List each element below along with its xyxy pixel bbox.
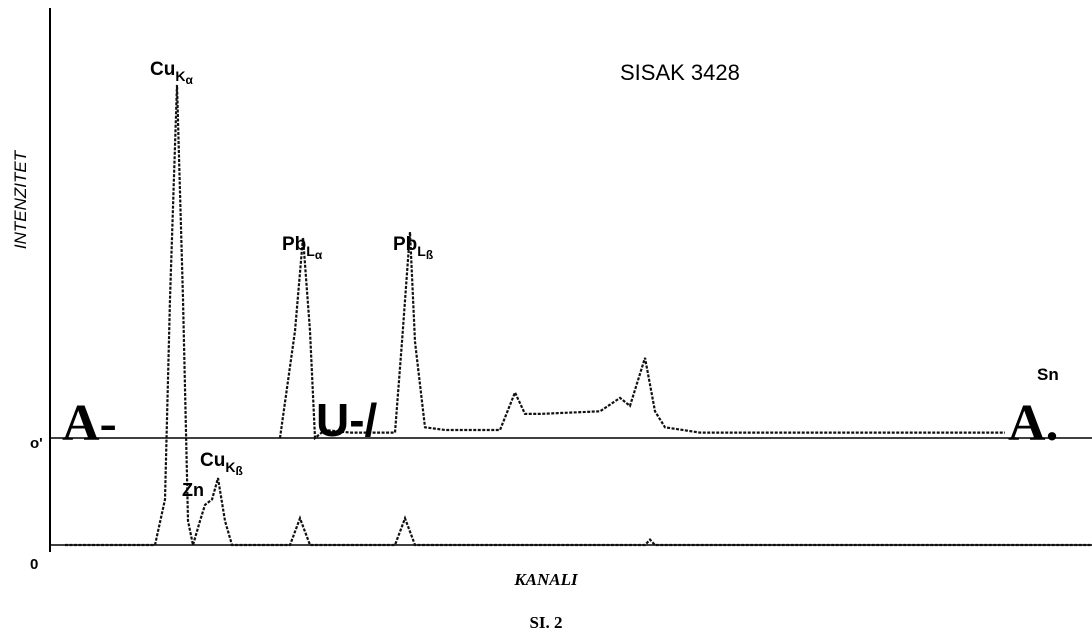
chart-title: SISAK 3428 — [620, 60, 740, 85]
annotation: A. — [1008, 395, 1059, 452]
annotation-text: Sn — [1037, 365, 1059, 384]
annotation-text: Cu — [150, 59, 175, 80]
annotation-text: U-/ — [316, 394, 378, 446]
y-tick-label: o' — [30, 435, 43, 452]
annotation: A- — [62, 395, 117, 452]
annotation: Sn — [1037, 365, 1059, 384]
spectrum-line — [278, 231, 1005, 441]
annotation-text: Pb — [393, 234, 417, 255]
annotation: CuKα — [150, 59, 193, 87]
annotation-text: A- — [62, 395, 117, 452]
annotation-subsub: ß — [426, 248, 433, 262]
spectrum-line — [65, 84, 1092, 547]
annotation-sub: L — [417, 243, 426, 259]
annotation-subsub: ß — [235, 464, 242, 478]
annotation-sub: L — [306, 243, 315, 259]
annotation: PbLß — [393, 234, 433, 262]
annotation-text: Zn — [182, 480, 204, 500]
x-axis-label: KANALI — [513, 570, 579, 589]
y-axis-label: INTENZITET — [11, 149, 30, 249]
annotation-text: Cu — [200, 450, 225, 471]
annotation-text: Pb — [282, 234, 306, 255]
y-tick-label: 0 — [30, 556, 38, 573]
annotation-sub: K — [225, 459, 235, 475]
caption: SI. 2 — [529, 613, 562, 632]
annotation-subsub: α — [185, 73, 193, 87]
annotation: PbLα — [282, 234, 323, 262]
annotation-text: A. — [1008, 395, 1059, 452]
annotation-sub: K — [175, 68, 185, 84]
annotation: U-/ — [316, 394, 378, 446]
annotation-subsub: α — [315, 248, 323, 262]
annotation: Zn — [182, 480, 204, 500]
annotation: CuKß — [200, 450, 243, 478]
